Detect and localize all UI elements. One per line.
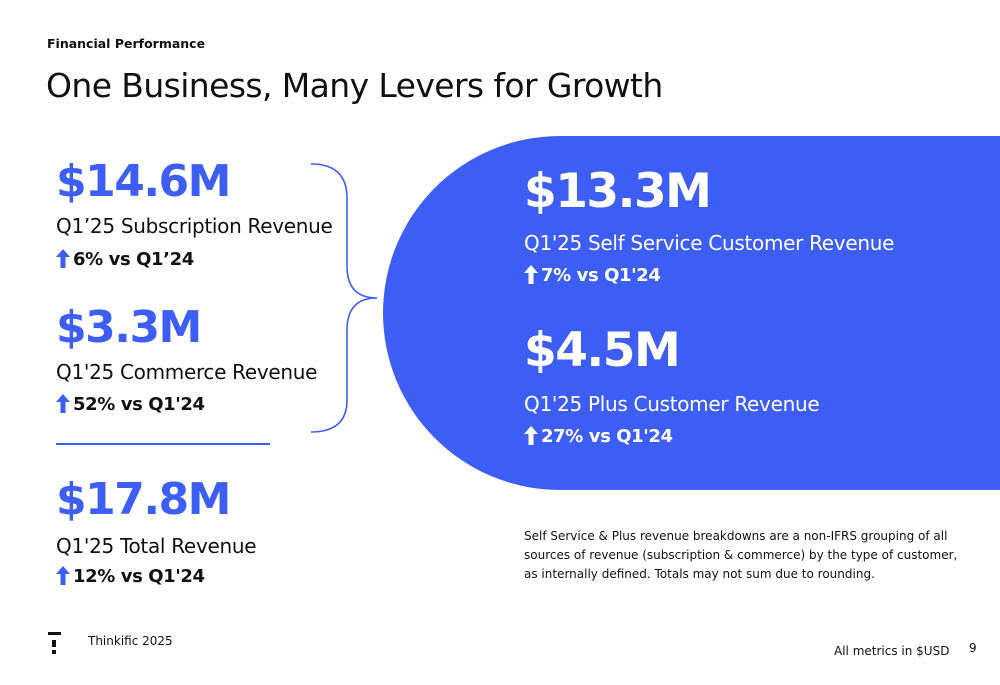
arrow-up-icon: [56, 249, 70, 268]
plus-revenue-value: $4.5M: [524, 323, 681, 378]
footer-units-note: All metrics in $USD: [834, 644, 950, 658]
customer-revenue-panel: [383, 136, 1000, 490]
section-eyebrow: Financial Performance: [47, 36, 206, 51]
plus-revenue-change-text: 27% vs Q1'24: [541, 426, 673, 447]
commerce-revenue-label: Q1'25 Commerce Revenue: [56, 360, 318, 384]
plus-revenue-change: 27% vs Q1'24: [524, 426, 673, 447]
total-divider: [56, 443, 270, 445]
commerce-revenue-change: 52% vs Q1'24: [56, 394, 205, 415]
commerce-revenue-change-text: 52% vs Q1'24: [73, 394, 205, 415]
thinkific-logo-icon: [48, 632, 61, 654]
footer-brand: Thinkific 2025: [88, 634, 173, 648]
self-service-revenue-change-text: 7% vs Q1'24: [541, 265, 661, 286]
subscription-revenue-value: $14.6M: [56, 156, 231, 207]
curly-brace: [310, 163, 378, 433]
footnote: Self Service & Plus revenue breakdowns a…: [524, 529, 958, 581]
total-revenue-value: $17.8M: [56, 474, 231, 525]
page-number: 9: [969, 641, 977, 655]
subscription-revenue-change-text: 6% vs Q1’24: [73, 249, 194, 270]
self-service-revenue-label: Q1'25 Self Service Customer Revenue: [524, 231, 895, 255]
arrow-up-icon: [524, 426, 538, 445]
arrow-up-icon: [524, 265, 538, 284]
arrow-up-icon: [56, 394, 70, 413]
plus-revenue-label: Q1'25 Plus Customer Revenue: [524, 392, 820, 416]
total-revenue-change: 12% vs Q1'24: [56, 566, 205, 587]
total-revenue-label: Q1'25 Total Revenue: [56, 534, 257, 558]
self-service-revenue-value: $13.3M: [524, 164, 712, 219]
slide-title: One Business, Many Levers for Growth: [46, 66, 663, 105]
arrow-up-icon: [56, 566, 70, 585]
self-service-revenue-change: 7% vs Q1'24: [524, 265, 661, 286]
subscription-revenue-label: Q1’25 Subscription Revenue: [56, 214, 333, 238]
commerce-revenue-value: $3.3M: [56, 302, 202, 353]
subscription-revenue-change: 6% vs Q1’24: [56, 249, 194, 270]
total-revenue-change-text: 12% vs Q1'24: [73, 566, 205, 587]
